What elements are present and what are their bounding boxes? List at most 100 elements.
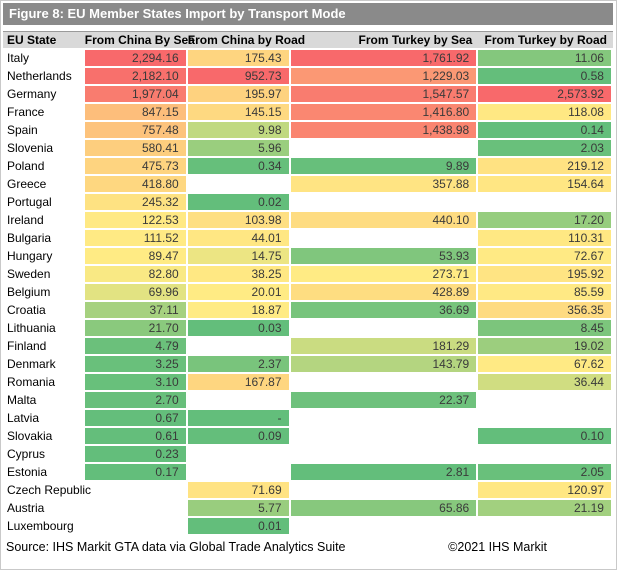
state-label: France [7, 105, 45, 119]
value-cell: 53.93 [290, 248, 479, 266]
value-cell: 122.53 [84, 212, 188, 230]
state-label: Finland [7, 339, 47, 353]
value-cell: 65.86 [290, 500, 479, 518]
state-label: Greece [7, 177, 47, 191]
value-cell [290, 428, 479, 446]
value-cell: 273.71 [290, 266, 479, 284]
value-cell [290, 140, 479, 158]
table-row: Romania 3.10 167.87 36.44 [3, 374, 613, 392]
value-cell: 21.70 [84, 320, 188, 338]
value-cell: 3.10 [84, 374, 188, 392]
value-cell: 0.02 [187, 194, 291, 212]
value-cell: 475.73 [84, 158, 188, 176]
state-label: Austria [7, 501, 45, 515]
table-row: Sweden 82.80 38.25 273.71 195.92 [3, 266, 613, 284]
value-cell: 82.80 [84, 266, 188, 284]
value-cell: 145.15 [187, 104, 291, 122]
table-row: Portugal 245.32 0.02 [3, 194, 613, 212]
value-cell: 0.23 [84, 446, 188, 464]
value-cell [290, 446, 479, 464]
state-label: Lithuania [7, 321, 56, 335]
value-cell: 2.37 [187, 356, 291, 374]
value-cell [84, 518, 188, 536]
value-cell: 36.44 [478, 374, 613, 392]
table-row: Italy 2,294.16 175.43 1,761.92 11.06 [3, 50, 613, 68]
value-cell: 19.02 [478, 338, 613, 356]
value-cell: 219.12 [478, 158, 613, 176]
table-row: Spain 757.48 9.98 1,438.98 0.14 [3, 122, 613, 140]
value-cell: 357.88 [290, 176, 479, 194]
table-row: France 847.15 145.15 1,416.80 118.08 [3, 104, 613, 122]
table-row: Czech Republic 71.69 120.97 [3, 482, 614, 500]
column-header-turkey-road: From Turkey by Road [484, 33, 607, 47]
table-body: Italy 2,294.16 175.43 1,761.92 11.06 Netherla… [3, 50, 614, 536]
table-row: Lithuania 21.70 0.03 8.45 [3, 320, 613, 338]
state-label: Czech Republic [7, 483, 92, 497]
value-cell [187, 338, 291, 356]
table-row: Austria 5.77 65.86 21.19 [3, 500, 613, 518]
state-label: Romania [7, 375, 56, 389]
value-cell: - [187, 410, 291, 428]
value-cell: 8.45 [478, 320, 613, 338]
column-header-china-sea: From China By Sea [84, 33, 195, 47]
state-label: Malta [7, 393, 37, 407]
value-cell: 11.06 [478, 50, 613, 68]
value-cell [478, 518, 613, 536]
value-cell: 428.89 [290, 284, 479, 302]
value-cell [290, 374, 479, 392]
state-label: Slovenia [7, 141, 54, 155]
value-cell: 5.77 [187, 500, 291, 518]
figure-footer: Source: IHS Markit GTA data via Global T… [3, 540, 613, 554]
value-cell [478, 194, 613, 212]
source-text: Source: IHS Markit GTA data via Global T… [6, 540, 346, 554]
state-label: Portugal [7, 195, 52, 209]
value-cell: 72.67 [478, 248, 613, 266]
value-cell: 757.48 [84, 122, 188, 140]
value-cell [187, 464, 291, 482]
value-cell [290, 518, 479, 536]
value-cell: 3.25 [84, 356, 188, 374]
value-cell: 440.10 [290, 212, 479, 230]
column-header-eu-state: EU State [7, 33, 57, 47]
value-cell: 9.98 [187, 122, 291, 140]
value-cell [290, 194, 479, 212]
value-cell: 0.17 [84, 464, 188, 482]
value-cell [290, 410, 479, 428]
state-label: Hungary [7, 249, 53, 263]
value-cell [478, 392, 613, 410]
value-cell: 0.09 [187, 428, 291, 446]
value-cell: 195.92 [478, 266, 613, 284]
value-cell: 22.37 [290, 392, 479, 410]
value-cell: 181.29 [290, 338, 479, 356]
value-cell [85, 482, 188, 500]
column-header-turkey-sea: From Turkey by Sea [358, 33, 473, 47]
value-cell: 89.47 [84, 248, 188, 266]
value-cell: 952.73 [187, 68, 291, 86]
table-row: Netherlands 2,182.10 952.73 1,229.03 0.58 [3, 68, 613, 86]
value-cell: 2.05 [478, 464, 613, 482]
state-label: Slovakia [7, 429, 53, 443]
value-cell: 2.70 [84, 392, 188, 410]
value-cell: 1,229.03 [290, 68, 479, 86]
state-label: Latvia [7, 411, 40, 425]
state-label: Cyprus [7, 447, 46, 461]
value-cell: 154.64 [478, 176, 613, 194]
value-cell: 2.81 [290, 464, 479, 482]
table-row: Luxembourg 0.01 [3, 518, 613, 536]
figure-title: Figure 8: EU Member States Import by Tra… [3, 3, 613, 25]
value-cell: 2,294.16 [84, 50, 188, 68]
state-label: Ireland [7, 213, 44, 227]
value-cell [290, 230, 479, 248]
value-cell: 71.69 [187, 482, 291, 500]
value-cell: 5.96 [187, 140, 291, 158]
value-cell [478, 446, 613, 464]
value-cell [290, 482, 479, 500]
state-label: Belgium [7, 285, 51, 299]
state-label: Poland [7, 159, 45, 173]
value-cell [478, 410, 613, 428]
value-cell: 85.59 [478, 284, 613, 302]
value-cell: 175.43 [187, 50, 291, 68]
value-cell: 1,438.98 [290, 122, 479, 140]
value-cell: 38.25 [187, 266, 291, 284]
